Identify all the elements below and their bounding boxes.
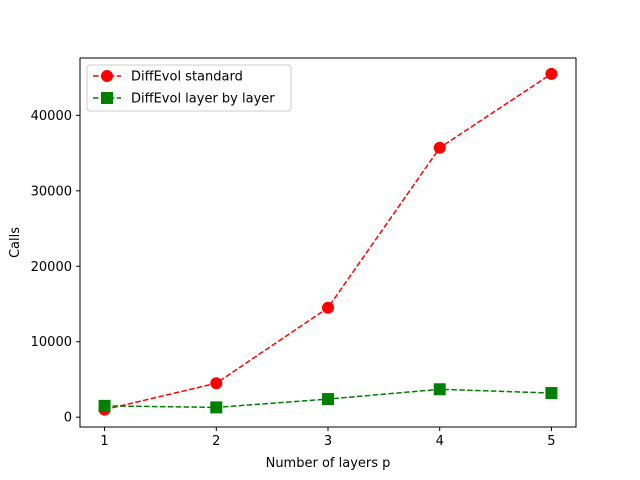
legend-label: DiffEvol layer by layer: [131, 92, 275, 107]
data-point: [322, 301, 334, 314]
data-point: [433, 141, 446, 154]
legend: DiffEvol standard DiffEvol layer by layer: [86, 64, 292, 112]
plot-area: [80, 58, 576, 427]
x-axis-label: Number of layers p: [266, 456, 391, 471]
data-point: [322, 393, 334, 406]
data-point: [98, 399, 111, 412]
series-diffevol-layer-by-layer: [98, 383, 558, 414]
legend-box: [86, 64, 292, 112]
legend-marker: [101, 92, 113, 104]
data-point: [433, 383, 446, 396]
x-tick-label: 4: [436, 434, 444, 449]
y-tick-label: 40000: [31, 109, 72, 124]
y-tick-label: 30000: [31, 184, 72, 199]
x-tick-label: 2: [212, 434, 220, 449]
y-tick-label: 10000: [31, 335, 72, 350]
axes-layer: 1 2 3 4 5 0 10000 20000 30000 40000: [31, 57, 577, 449]
y-tick-label: 20000: [31, 260, 72, 275]
series-layer: [98, 67, 558, 416]
data-point: [545, 387, 558, 400]
y-tick-label: 0: [64, 411, 72, 426]
data-point: [210, 377, 223, 390]
data-point: [545, 67, 558, 80]
y-axis-label: Calls: [8, 227, 23, 258]
legend-label: DiffEvol standard: [131, 70, 243, 85]
x-tick-label: 1: [100, 434, 108, 449]
x-tick-label: 5: [547, 434, 555, 449]
x-tick-label: 3: [324, 434, 332, 449]
data-point: [210, 401, 223, 414]
series-diffevol-standard: [98, 67, 558, 416]
legend-marker: [101, 70, 113, 82]
